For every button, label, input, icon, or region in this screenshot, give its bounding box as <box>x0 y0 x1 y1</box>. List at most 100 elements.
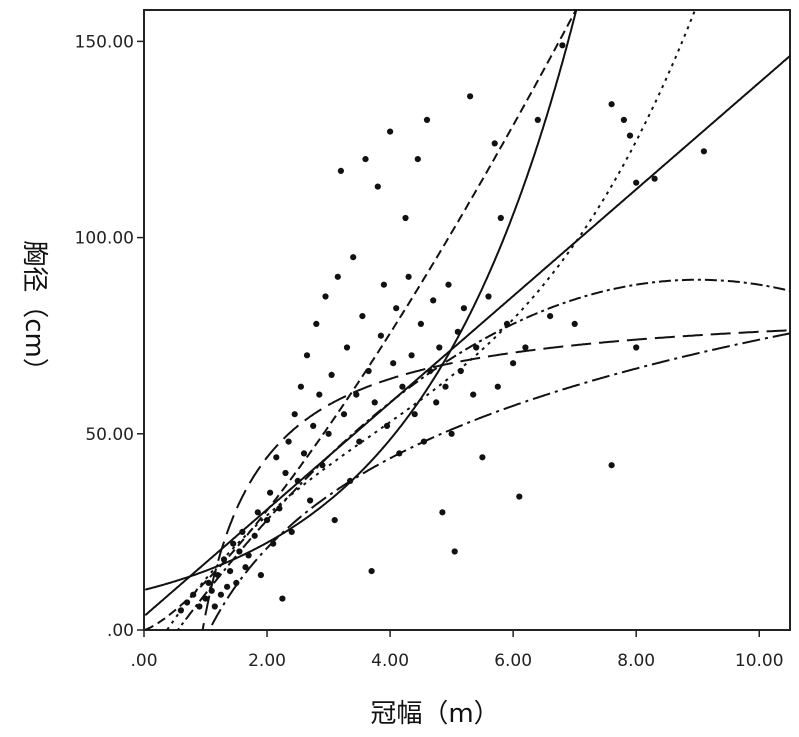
data-point <box>220 556 228 563</box>
data-point <box>516 493 523 500</box>
plot-frame <box>143 9 791 631</box>
x-tick-label: 10.00 <box>735 651 784 671</box>
data-point <box>297 383 304 390</box>
data-point <box>196 603 203 610</box>
x-tick-label: .00 <box>130 651 157 671</box>
data-point <box>454 328 461 335</box>
data-point <box>224 583 231 590</box>
data-point <box>263 517 271 524</box>
data-point <box>328 371 335 378</box>
data-point <box>377 332 384 339</box>
data-point <box>608 462 615 469</box>
data-point <box>190 591 197 598</box>
data-point <box>285 438 292 445</box>
fit-line-exponential <box>144 10 578 591</box>
data-point <box>279 595 286 602</box>
x-tick-label: 6.00 <box>494 651 532 671</box>
data-point <box>430 297 437 304</box>
data-point <box>608 101 615 108</box>
data-point <box>325 430 332 437</box>
data-point <box>353 391 360 398</box>
data-point <box>362 156 369 163</box>
data-point <box>439 509 446 516</box>
data-point <box>319 462 326 469</box>
data-point <box>408 352 415 359</box>
data-point <box>559 42 566 49</box>
data-point <box>236 548 243 555</box>
data-point <box>343 344 351 351</box>
x-axis-title: 冠幅（m） <box>370 699 499 729</box>
data-point <box>651 175 658 182</box>
data-point <box>383 422 391 429</box>
data-point <box>473 344 480 351</box>
data-point <box>368 568 375 575</box>
data-point <box>227 568 234 575</box>
y-axis-title: 胸径（cm） <box>19 240 49 384</box>
y-tick-label: 50.00 <box>85 425 134 445</box>
data-point <box>433 399 440 406</box>
data-point <box>402 214 409 222</box>
data-point <box>316 391 323 398</box>
data-point <box>270 540 277 547</box>
fit-line-logarithmic <box>208 332 790 630</box>
data-point <box>294 477 301 484</box>
data-point <box>184 599 191 606</box>
fit-line-power <box>144 10 578 630</box>
data-point <box>230 540 237 547</box>
data-point <box>334 273 341 280</box>
x-tick-label: 2.00 <box>248 651 286 671</box>
data-point <box>276 505 283 512</box>
data-point <box>347 477 354 484</box>
data-point <box>522 344 529 351</box>
data-point <box>420 438 427 445</box>
data-point <box>494 383 501 390</box>
data-point <box>633 179 640 186</box>
data-point <box>267 489 274 496</box>
axis-ticks: .00 2.00 4.00 6.00 8.00 10.00 .00 50.00 100.00 15… <box>75 32 784 671</box>
data-point <box>620 116 628 123</box>
data-point <box>479 454 486 461</box>
data-point <box>399 383 406 390</box>
data-point <box>177 607 184 614</box>
y-tick-label: 150.00 <box>75 32 134 52</box>
data-point <box>427 367 434 375</box>
data-point <box>457 367 464 375</box>
data-point <box>202 595 209 602</box>
data-point <box>571 320 578 327</box>
data-point <box>547 313 554 320</box>
data-point <box>387 128 394 135</box>
data-point <box>405 273 412 280</box>
data-point <box>331 517 338 524</box>
data-point <box>491 140 498 147</box>
data-point <box>380 281 387 288</box>
data-point <box>700 148 708 155</box>
data-point <box>411 411 418 418</box>
data-point <box>467 93 474 100</box>
data-point <box>300 450 308 457</box>
fit-line-inverse <box>201 329 790 630</box>
data-point <box>273 454 280 461</box>
data-point <box>217 591 224 598</box>
y-tick-label: 100.00 <box>75 229 134 249</box>
data-point <box>313 320 320 327</box>
data-point <box>451 548 458 555</box>
data-point <box>390 360 397 367</box>
data-point <box>633 344 640 351</box>
data-point <box>423 116 431 123</box>
data-point <box>509 360 517 367</box>
data-point <box>211 603 218 610</box>
x-tick-label: 8.00 <box>617 651 655 671</box>
data-point <box>340 411 348 418</box>
data-point <box>371 399 378 406</box>
data-point <box>257 572 264 579</box>
data-point <box>460 305 467 312</box>
data-point <box>254 509 261 516</box>
data-point <box>396 450 403 457</box>
fit-line-quadratic <box>176 278 790 630</box>
data-point <box>251 532 258 539</box>
data-point <box>245 552 252 559</box>
x-tick-label: 4.00 <box>371 651 409 671</box>
data-point <box>626 132 634 139</box>
data-point <box>470 391 477 398</box>
data-point <box>436 344 443 351</box>
